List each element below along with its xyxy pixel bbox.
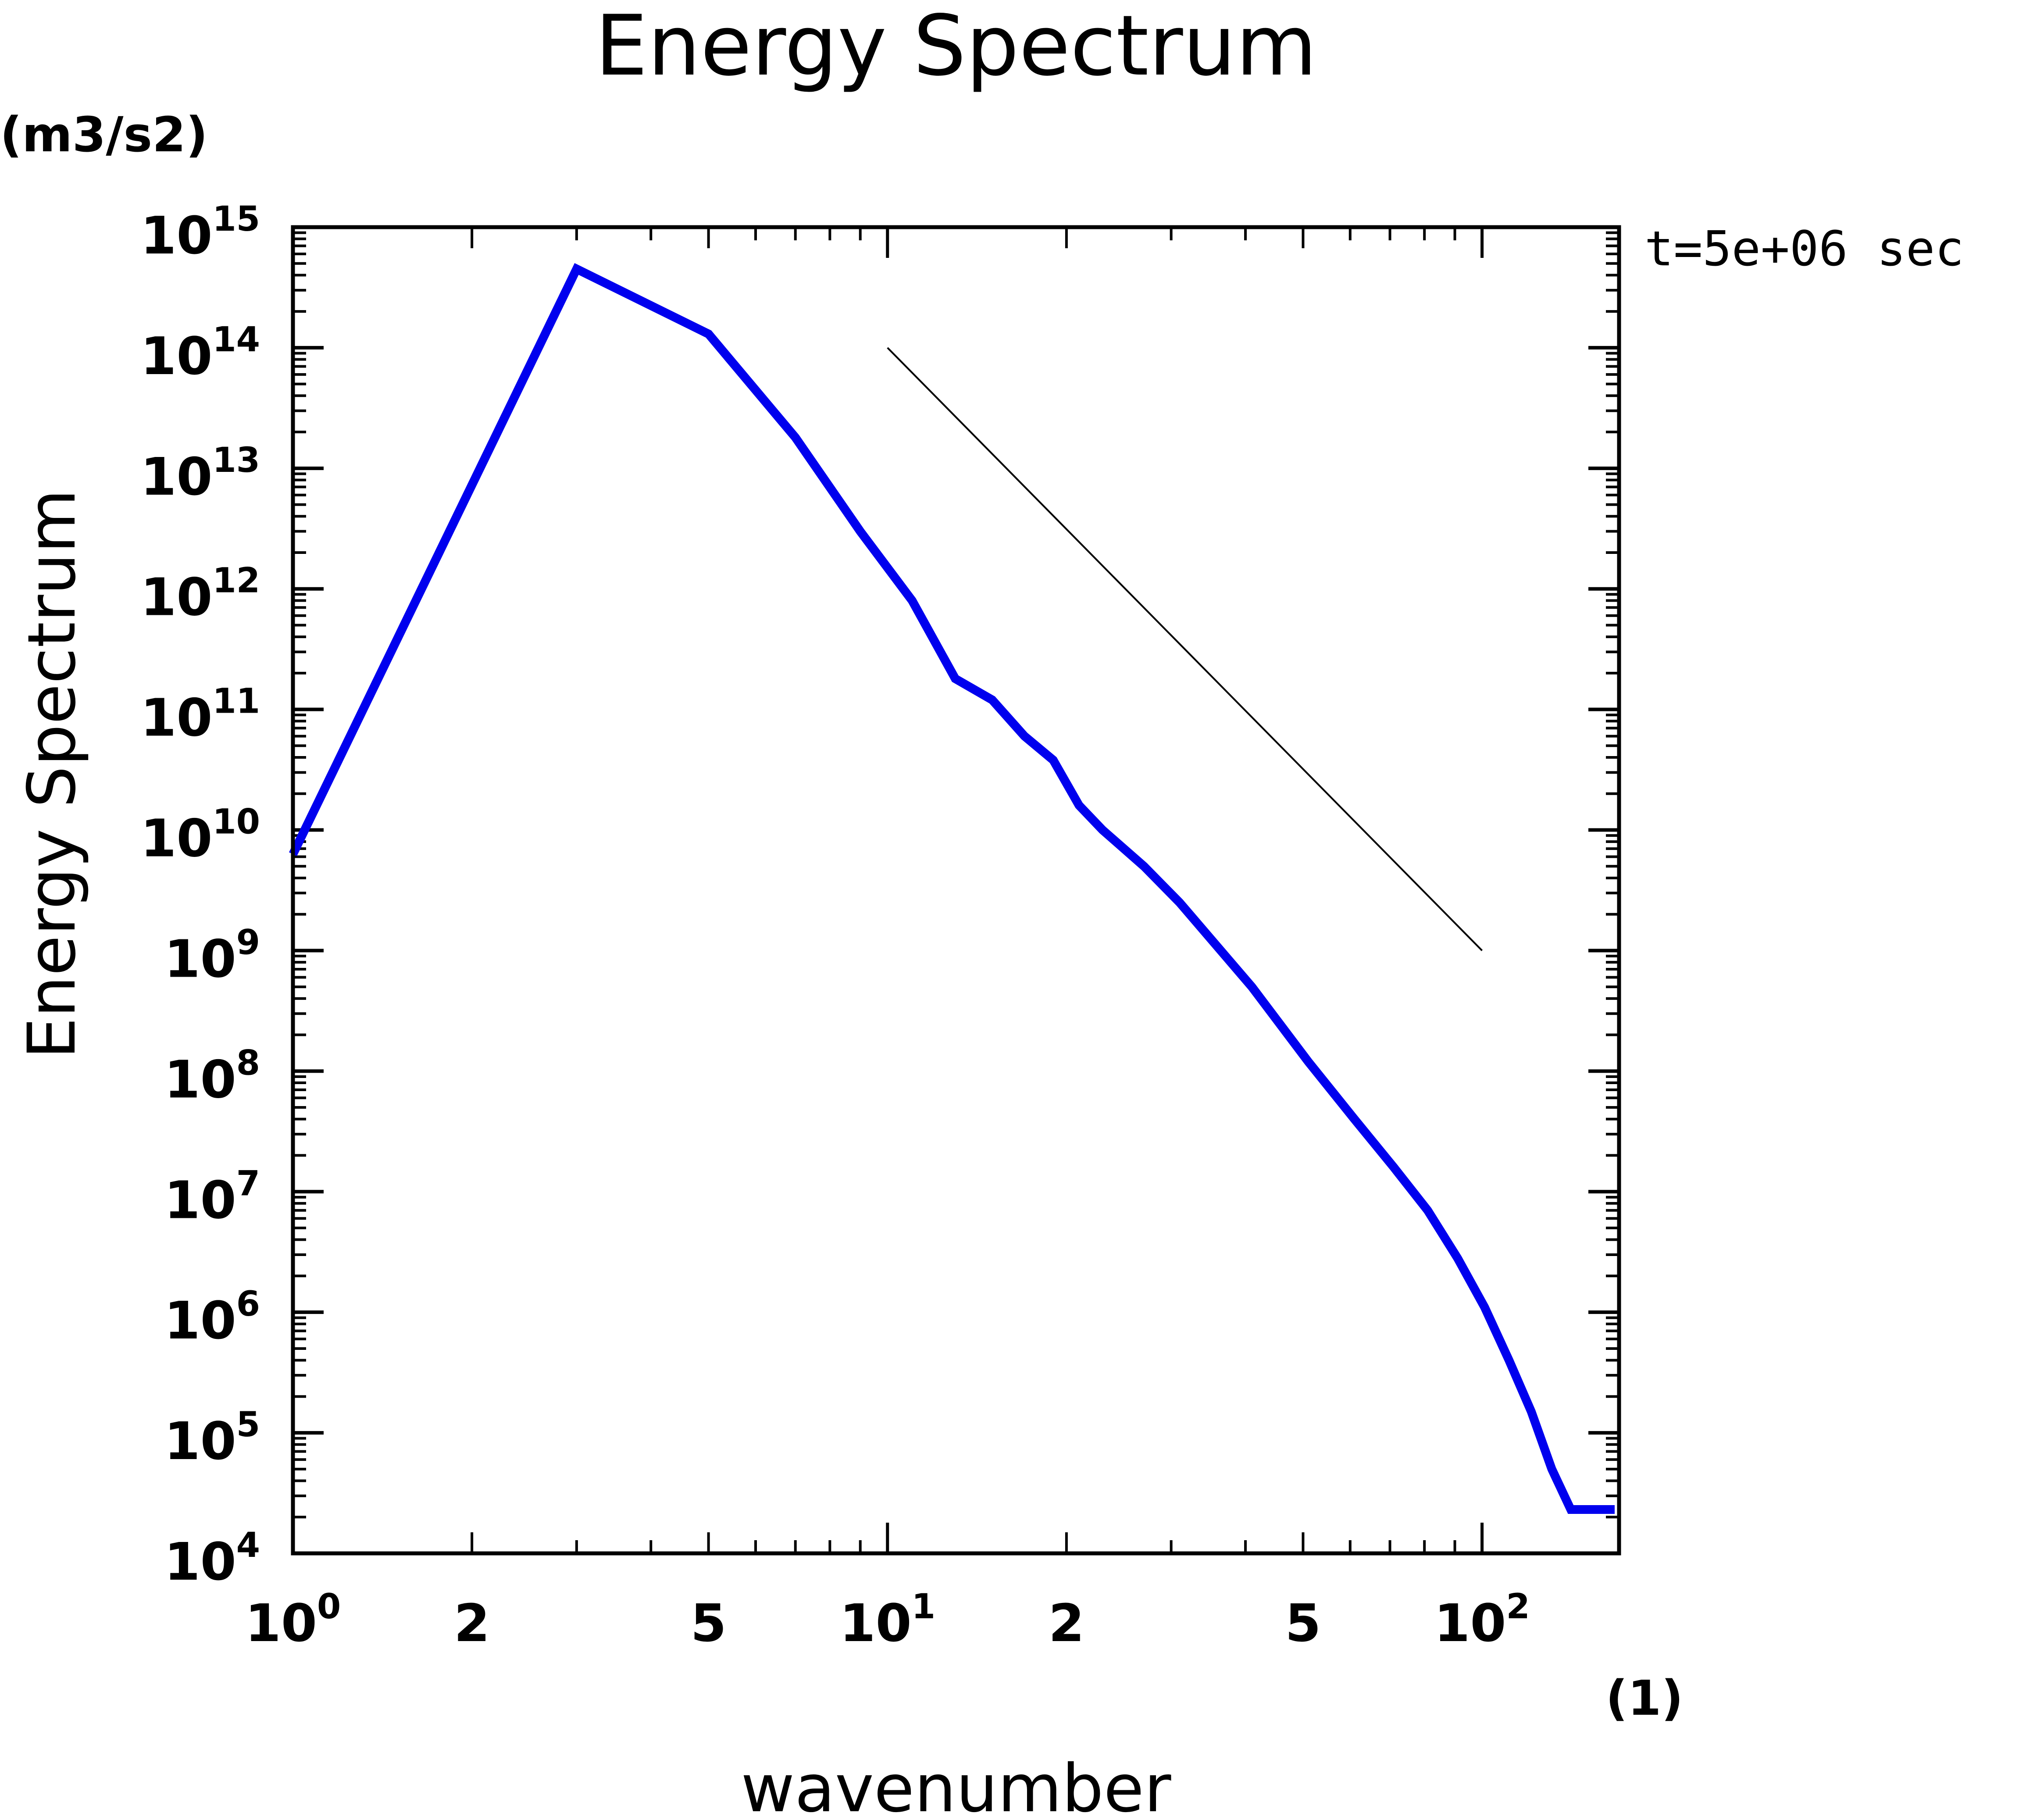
- y-tick-label: 1013: [140, 441, 260, 507]
- x-tick-label: 2: [1049, 1593, 1084, 1653]
- chart-title: Energy Spectrum: [595, 0, 1317, 94]
- y-axis-title: Energy Spectrum: [14, 489, 90, 1059]
- x-tick-label: 5: [691, 1593, 727, 1653]
- y-tick-label: 107: [164, 1164, 260, 1230]
- y-tick-label: 1012: [140, 561, 260, 628]
- reference-slope-line: [887, 347, 1483, 951]
- y-tick-label: 1011: [140, 682, 260, 748]
- plot-frame: [291, 225, 1621, 1556]
- y-tick-label: 104: [164, 1526, 260, 1592]
- y-tick-label: 109: [164, 923, 260, 989]
- y-tick-label: 106: [164, 1285, 260, 1351]
- x-tick-label: 102: [1434, 1587, 1530, 1653]
- x-tick-label: 101: [840, 1587, 935, 1653]
- ticks-layer: [291, 225, 1619, 1555]
- y-tick-label: 108: [164, 1043, 260, 1110]
- x-axis-title: wavenumber: [741, 1751, 1171, 1820]
- x-axis-unit: (1): [1605, 1670, 1683, 1726]
- y-tick-label: 1010: [140, 803, 260, 869]
- series-layer: [289, 263, 1615, 1514]
- x-tick-label: 5: [1285, 1593, 1321, 1653]
- y-axis-unit: (m3/s2): [0, 107, 208, 163]
- annotation-time: t=5e+06 sec: [1644, 221, 1964, 277]
- x-tick-label: 2: [454, 1593, 490, 1653]
- y-tick-label: 105: [164, 1405, 260, 1471]
- x-tick-label: 100: [245, 1587, 341, 1653]
- y-tick-label: 1015: [140, 200, 260, 266]
- y-tick-label: 1014: [140, 320, 260, 386]
- spectrum-line: [289, 263, 1615, 1514]
- tick-labels-layer: 100 2 5 101 2 5 102104105106107108109101010111…: [140, 200, 1530, 1653]
